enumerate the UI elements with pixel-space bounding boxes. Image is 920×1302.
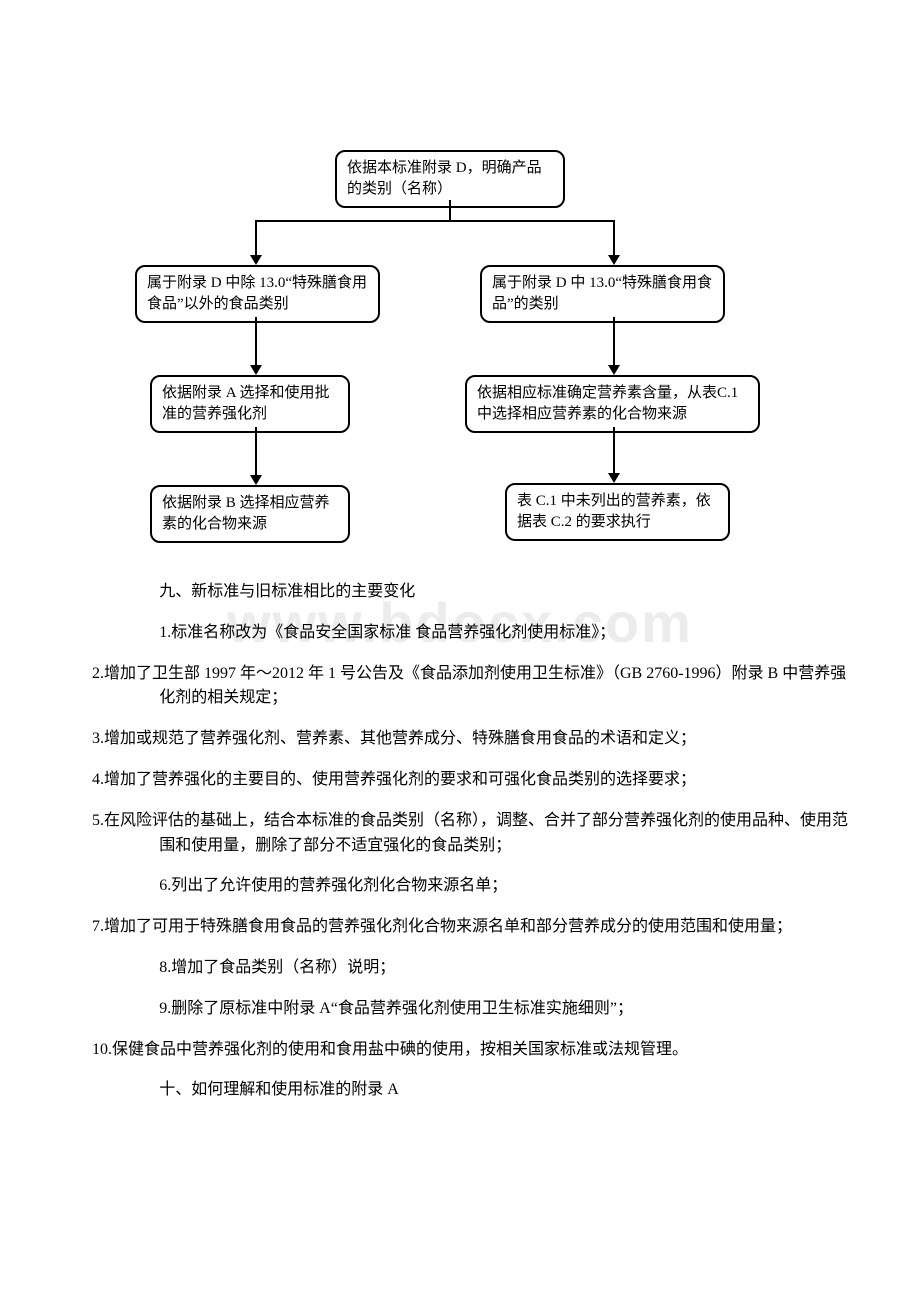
paragraph: 3.增加或规范了营养强化剂、营养素、其他营养成分、特殊膳食用食品的术语和定义； (60, 727, 860, 752)
paragraph: 7.增加了可用于特殊膳食用食品的营养强化剂化合物来源名单和部分营养成分的使用范围… (60, 915, 860, 940)
flowchart-connector (255, 220, 615, 222)
flowchart-connector (613, 427, 615, 473)
flowchart-arrowhead (608, 255, 620, 265)
paragraph: 1.标准名称改为《食品安全国家标准 食品营养强化剂使用标准》； (60, 621, 860, 646)
flowchart-connector (255, 220, 257, 256)
section-heading-9: 九、新标准与旧标准相比的主要变化 (60, 580, 860, 605)
flowchart-node-left2: 依据附录 A 选择和使用批准的营养强化剂 (150, 375, 350, 433)
flowchart-connector (449, 200, 451, 220)
paragraph: 9.删除了原标准中附录 A“食品营养强化剂使用卫生标准实施细则”； (60, 997, 860, 1022)
paragraph: 10.保健食品中营养强化剂的使用和食用盐中碘的使用，按相关国家标准或法规管理。 (60, 1038, 860, 1063)
paragraph: 6.列出了允许使用的营养强化剂化合物来源名单； (60, 874, 860, 899)
flowchart-node-right2: 依据相应标准确定营养素含量，从表C.1 中选择相应营养素的化合物来源 (465, 375, 760, 433)
flowchart-node-right1: 属于附录 D 中 13.0“特殊膳食用食品”的类别 (480, 265, 725, 323)
flowchart-node-left1: 属于附录 D 中除 13.0“特殊膳食用食品”以外的食品类别 (135, 265, 380, 323)
paragraph: 5.在风险评估的基础上，结合本标准的食品类别（名称），调整、合并了部分营养强化剂… (60, 809, 860, 859)
paragraph: 2.增加了卫生部 1997 年～2012 年 1 号公告及《食品添加剂使用卫生标… (60, 662, 860, 712)
flowchart: 依据本标准附录 D，明确产品的类别（名称） 属于附录 D 中除 13.0“特殊膳… (135, 150, 785, 540)
flowchart-connector (613, 220, 615, 256)
flowchart-arrowhead (608, 473, 620, 483)
flowchart-node-left3: 依据附录 B 选择相应营养素的化合物来源 (150, 485, 350, 543)
flowchart-arrowhead (608, 365, 620, 375)
flowchart-connector (255, 317, 257, 365)
paragraph: 8.增加了食品类别（名称）说明； (60, 956, 860, 981)
flowchart-node-right3: 表 C.1 中未列出的营养素，依据表 C.2 的要求执行 (505, 483, 730, 541)
paragraph: 4.增加了营养强化的主要目的、使用营养强化剂的要求和可强化食品类别的选择要求； (60, 768, 860, 793)
flowchart-arrowhead (250, 365, 262, 375)
flowchart-arrowhead (250, 475, 262, 485)
flowchart-connector (613, 317, 615, 365)
flowchart-connector (255, 427, 257, 475)
flowchart-arrowhead (250, 255, 262, 265)
section-heading-10: 十、如何理解和使用标准的附录 A (60, 1078, 860, 1103)
document-body: 九、新标准与旧标准相比的主要变化 1.标准名称改为《食品安全国家标准 食品营养强… (60, 580, 860, 1119)
